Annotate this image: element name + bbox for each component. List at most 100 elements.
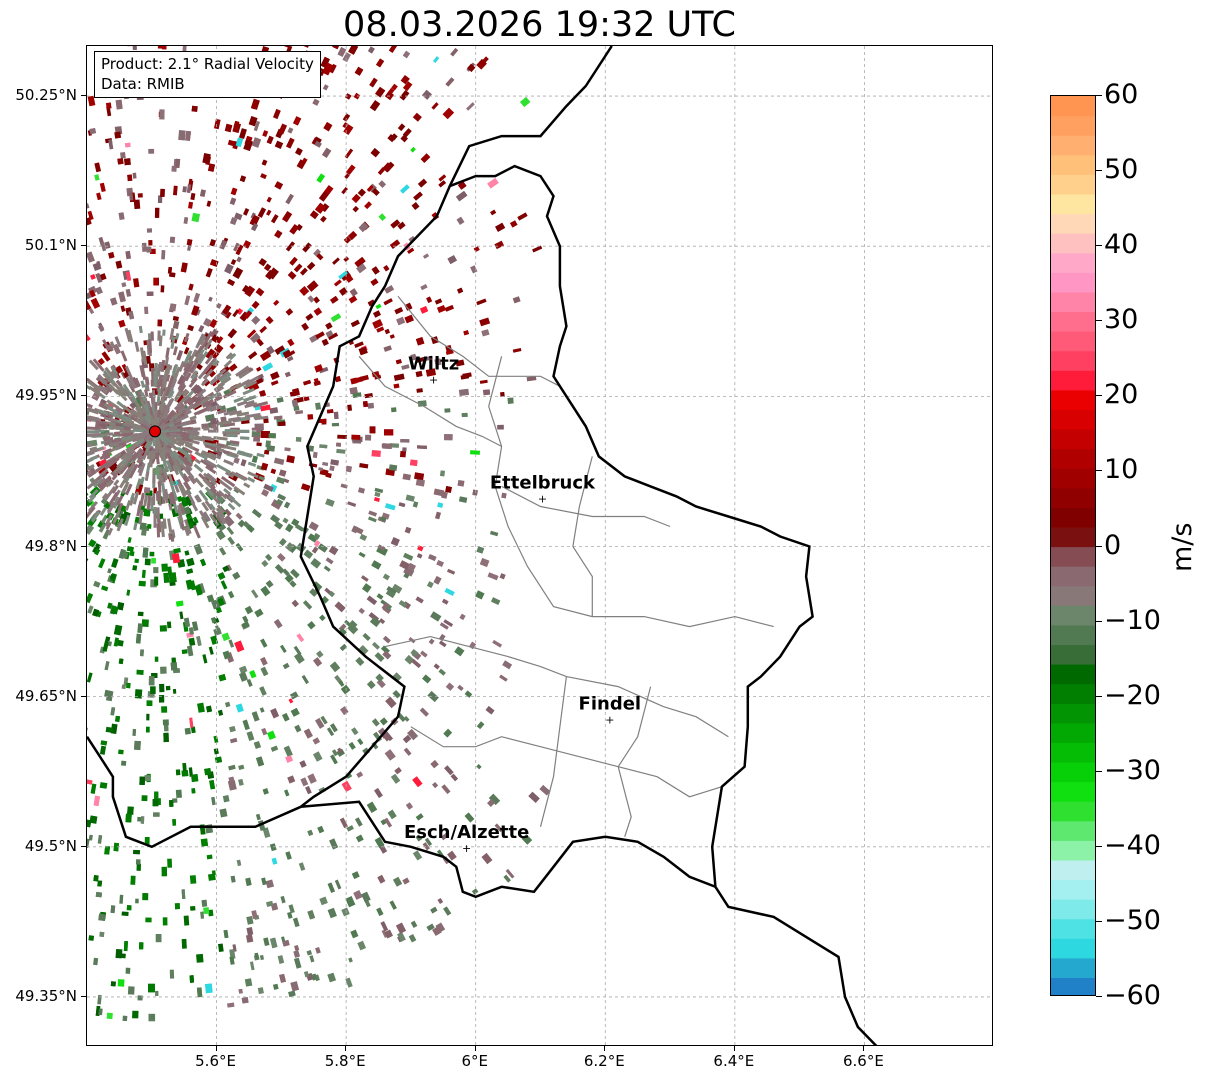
lon-tick-mark [215, 1046, 217, 1051]
colorbar-tick-label: −20 [1104, 679, 1161, 711]
colorbar-tick-mark [1096, 170, 1102, 172]
colorbar-segment [1051, 154, 1095, 175]
lat-tick-label: 49.5°N [24, 836, 77, 855]
luxembourg-border [299, 164, 814, 899]
gridlines [87, 46, 992, 1045]
lat-tick-mark [81, 395, 86, 397]
colorbar-tick-mark [1096, 770, 1102, 772]
colorbar-segment [1051, 546, 1095, 567]
colorbar-tick-label: 0 [1104, 529, 1122, 561]
colorbar-segment [1051, 585, 1095, 606]
colorbar-segment [1051, 624, 1095, 646]
colorbar-segment [1051, 331, 1095, 352]
city-marker: + [462, 842, 471, 855]
colorbar-segment [1051, 977, 1095, 995]
colorbar-gradient [1051, 96, 1095, 995]
colorbar-segment [1051, 487, 1095, 508]
france-border [87, 736, 302, 849]
canton-border [410, 726, 723, 798]
city-marker: + [605, 714, 614, 727]
colorbar-segment [1051, 781, 1095, 802]
colorbar-tick-label: 30 [1104, 304, 1139, 336]
chart-title: 08.03.2026 19:32 UTC [343, 5, 736, 45]
lon-tick-mark [733, 1046, 735, 1051]
colorbar-tick-label: −50 [1104, 904, 1161, 936]
colorbar-segment [1051, 428, 1095, 450]
colorbar-segment [1051, 213, 1095, 234]
colorbar-tick-mark [1096, 320, 1102, 322]
colorbar-tick-mark [1096, 620, 1102, 622]
colorbar-tick-label: 50 [1104, 154, 1139, 186]
colorbar-tick-label: 20 [1104, 379, 1139, 411]
colorbar-segment [1051, 840, 1095, 861]
canton-border [488, 356, 774, 628]
canton-border [501, 485, 671, 528]
colorbar-segment [1051, 468, 1095, 489]
colorbar-segment [1051, 526, 1095, 548]
colorbar-segment [1051, 566, 1095, 587]
colorbar-segment [1051, 448, 1095, 469]
canton-border [384, 635, 729, 738]
colorbar-segment [1051, 135, 1095, 156]
colorbar-segment [1051, 389, 1095, 410]
lat-tick-label: 50.1°N [24, 236, 77, 255]
colorbar-tick-mark [1096, 245, 1102, 247]
colorbar-segment [1051, 957, 1095, 979]
canton-border [358, 355, 502, 447]
lat-tick-label: 49.95°N [15, 386, 77, 405]
lon-tick-mark [345, 1046, 347, 1051]
canton-border [572, 456, 593, 617]
colorbar-segment [1051, 703, 1095, 724]
colorbar-tick-label: −40 [1104, 829, 1161, 861]
colorbar-segment [1051, 193, 1095, 215]
colorbar-segment [1051, 644, 1095, 665]
city-marker: + [429, 373, 438, 386]
lon-tick-label: 6.2°E [583, 1052, 625, 1070]
colorbar-segment [1051, 683, 1095, 704]
colorbar-segment [1051, 311, 1095, 332]
colorbar-segment [1051, 174, 1095, 195]
city-label: Ettelbruck [490, 472, 596, 493]
lon-tick-label: 6.6°E [843, 1052, 884, 1070]
colorbar-tick-label: −10 [1104, 604, 1161, 636]
city-label: Wiltz [408, 353, 459, 374]
city-marker: + [538, 492, 547, 505]
canton-border [539, 676, 567, 827]
lat-tick-mark [81, 695, 86, 697]
colorbar-tick-label: 10 [1104, 454, 1139, 486]
city-label: Esch/Alzette [404, 822, 529, 843]
colorbar-tick-label: −30 [1104, 754, 1161, 786]
product-info-box: Product: 2.1° Radial Velocity Data: RMIB [94, 51, 321, 98]
product-label: Product: 2.1° Radial Velocity [101, 55, 314, 73]
colorbar-tick-label: −60 [1104, 980, 1161, 1011]
radar-site-marker [149, 425, 162, 438]
lat-tick-mark [81, 545, 86, 547]
colorbar-segment [1051, 291, 1095, 313]
colorbar-segment [1051, 918, 1095, 939]
colorbar-unit-label: m/s [1167, 522, 1198, 572]
colorbar-tick-mark [1096, 470, 1102, 472]
radar-map[interactable]: + Wiltz + Ettelbruck + Findel + Esch/Alzette [86, 45, 993, 1046]
lat-tick-mark [81, 995, 86, 997]
lon-tick-label: 6.4°E [713, 1052, 755, 1070]
canton-border [617, 686, 652, 837]
lon-tick-label: 5.8°E [324, 1052, 366, 1070]
colorbar-segment [1051, 409, 1095, 430]
germany-border [714, 886, 878, 1045]
lat-tick-label: 49.8°N [24, 536, 77, 555]
colorbar-segment [1051, 820, 1095, 841]
colorbar-segment [1051, 350, 1095, 371]
colorbar-segment [1051, 859, 1095, 881]
colorbar-segment [1051, 899, 1095, 920]
colorbar-tick-mark [1096, 395, 1102, 397]
canton-border [397, 295, 561, 387]
colorbar-tick-mark [1096, 545, 1102, 547]
radar-echo-layer [87, 46, 551, 1022]
lat-tick-mark [81, 845, 86, 847]
colorbar-tick-label: 60 [1104, 79, 1139, 110]
colorbar-segment [1051, 252, 1095, 273]
lon-tick-label: 6°E [461, 1052, 488, 1070]
colorbar-segment [1051, 370, 1095, 391]
colorbar-tick-mark [1096, 996, 1102, 997]
colorbar-segment [1051, 664, 1095, 685]
